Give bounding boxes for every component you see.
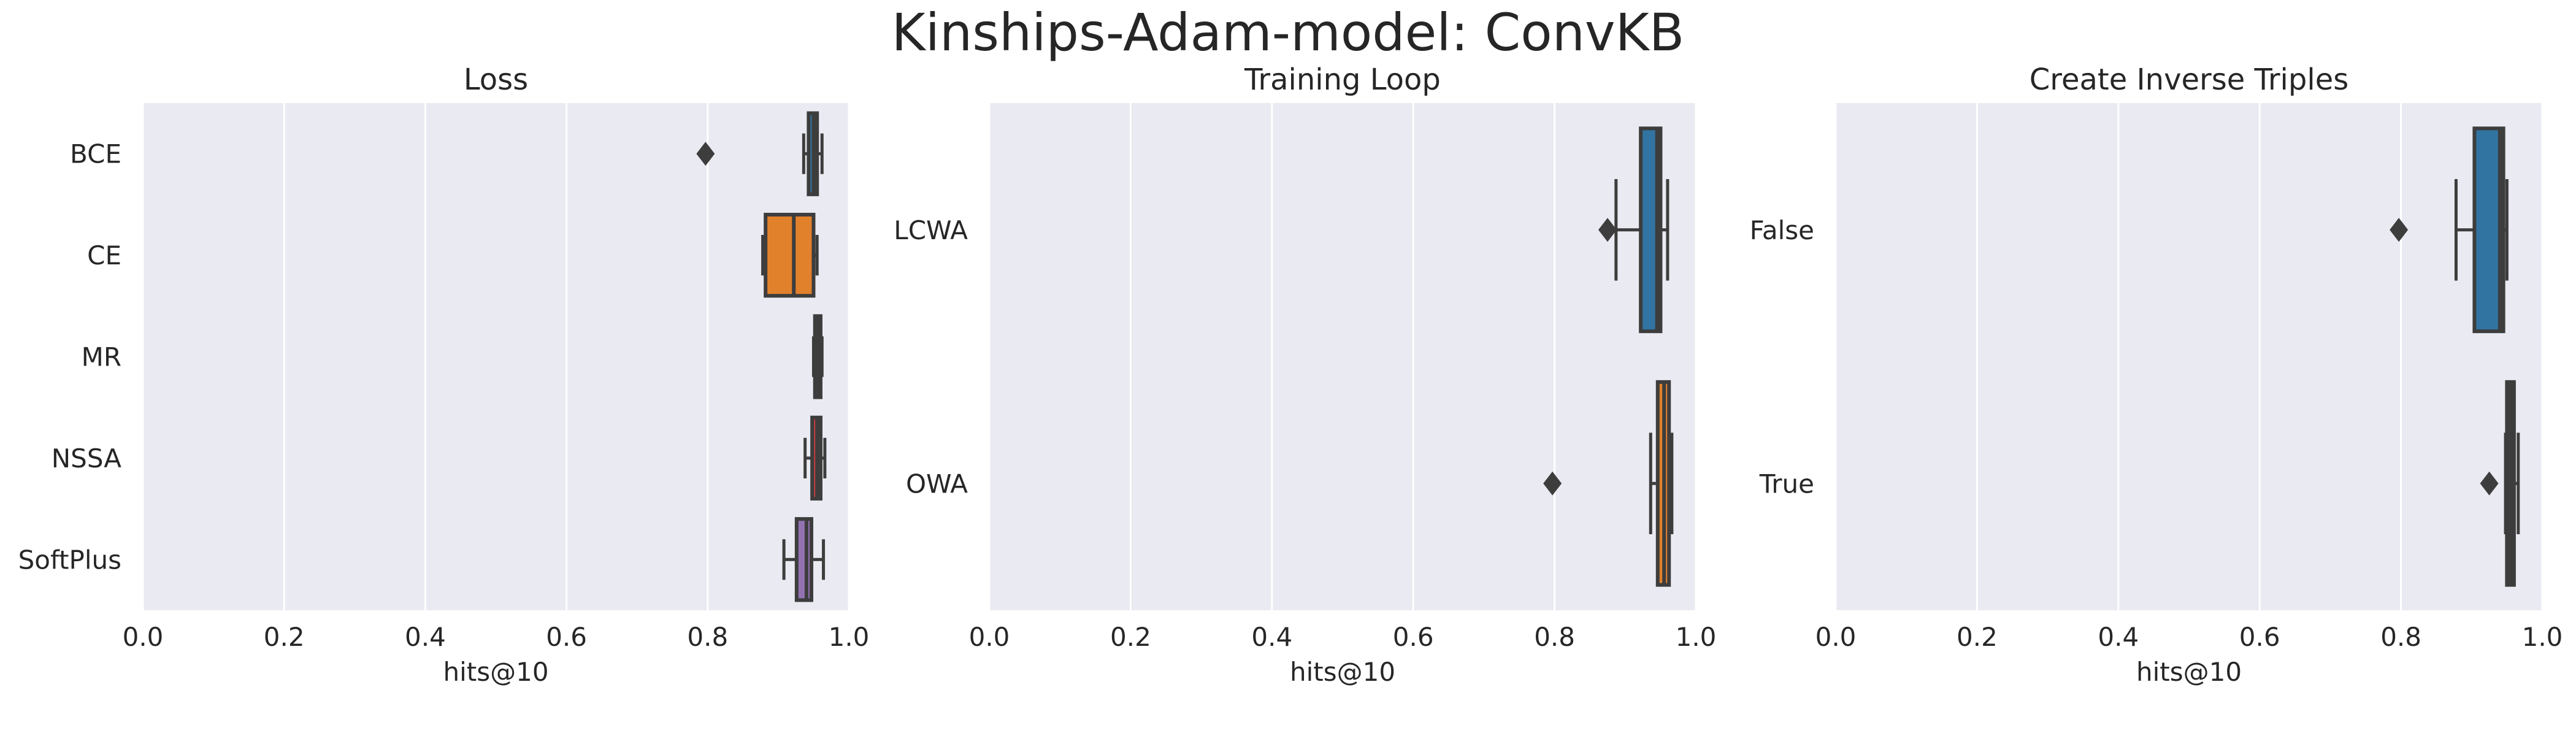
plot-area xyxy=(989,103,1696,610)
y-tick-label: False xyxy=(1750,215,1814,245)
x-tick-label: 0.8 xyxy=(1534,622,1575,652)
box-false xyxy=(2390,126,2509,334)
x-tick-label: 0.6 xyxy=(1393,622,1434,652)
y-tick-label: BCE xyxy=(70,139,121,169)
outlier-point xyxy=(2480,471,2499,496)
plot-area xyxy=(143,103,849,610)
y-tick-label: LCWA xyxy=(894,215,968,245)
x-tick-label: 0.8 xyxy=(2380,622,2421,652)
y-tick-label: CE xyxy=(87,240,121,270)
x-tick-label: 0.0 xyxy=(1815,622,1857,652)
box-ce xyxy=(761,212,819,298)
x-tick-label: 0.2 xyxy=(264,622,305,652)
panel-0: Loss 0.0 0.2 0.4 0.6 0.8 1.0 hits@10 BCE CE MR NSSA… xyxy=(18,63,870,687)
panel-title: Create Inverse Triples xyxy=(2030,63,2348,97)
x-tick-label: 0.2 xyxy=(1110,622,1151,652)
outlier-point xyxy=(1543,471,1562,496)
panel-title: Loss xyxy=(464,63,528,97)
x-tick-label: 0.4 xyxy=(1251,622,1292,652)
x-tick-label: 1.0 xyxy=(829,622,870,652)
x-axis-label: hits@10 xyxy=(443,657,548,687)
x-tick-label: 1.0 xyxy=(2522,622,2563,652)
box-iqr xyxy=(794,517,813,602)
outlier-point xyxy=(1598,218,1617,242)
y-tick-label: True xyxy=(1759,469,1814,499)
x-axis-label: hits@10 xyxy=(1290,657,1395,687)
x-tick-label: 0.4 xyxy=(405,622,446,652)
x-tick-label: 1.0 xyxy=(1676,622,1717,652)
box-bce xyxy=(696,111,824,196)
plot-area xyxy=(1836,103,2542,610)
figure-title: Kinships-Adam-model: ConvKB xyxy=(892,2,1685,63)
box-softplus xyxy=(782,517,826,602)
x-tick-label: 0.6 xyxy=(546,622,587,652)
x-tick-label: 0.6 xyxy=(2239,622,2280,652)
x-tick-label: 0.0 xyxy=(123,622,164,652)
box-lcwa xyxy=(1598,126,1669,334)
outlier-point xyxy=(696,142,715,166)
panel-1: Training Loop 0.0 0.2 0.4 0.6 0.8 1.0 hits@10 LC… xyxy=(894,63,1716,687)
x-tick-label: 0.0 xyxy=(969,622,1010,652)
x-tick-label: 0.8 xyxy=(687,622,728,652)
x-axis-label: hits@10 xyxy=(2136,657,2242,687)
box-iqr xyxy=(764,212,816,298)
x-tick-label: 0.2 xyxy=(1957,622,1998,652)
box-true xyxy=(2480,380,2520,587)
y-tick-label: SoftPlus xyxy=(18,545,121,575)
outlier-point xyxy=(2390,218,2409,242)
y-tick-label: NSSA xyxy=(52,443,122,473)
box-owa xyxy=(1543,380,1674,587)
y-tick-label: OWA xyxy=(906,469,968,499)
box-nssa xyxy=(803,415,827,501)
panel-title: Training Loop xyxy=(1244,63,1441,97)
y-tick-label: MR xyxy=(82,342,121,372)
panel-2: Create Inverse Triples 0.0 0.2 0.4 0.6 0.8 1.0… xyxy=(1750,63,2563,687)
panels: Loss 0.0 0.2 0.4 0.6 0.8 1.0 hits@10 BCE CE MR NSSA… xyxy=(18,63,2563,687)
x-tick-label: 0.4 xyxy=(2098,622,2139,652)
box-mr xyxy=(811,314,824,399)
